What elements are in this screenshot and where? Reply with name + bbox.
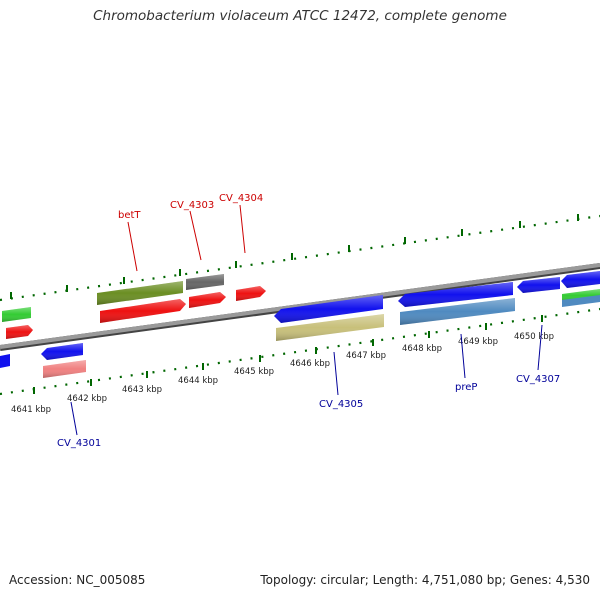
kbp-label-4642: 4642 kbp (67, 394, 107, 404)
gene-bett[interactable] (97, 281, 183, 305)
kbp-label-4646: 4646 kbp (290, 359, 330, 369)
gene-khaki[interactable] (276, 314, 384, 341)
inner-major-ticks (33, 315, 543, 394)
gene-label-cv4305[interactable]: CV_4305 (319, 399, 363, 410)
gene-red-cv4303-strand[interactable] (189, 292, 226, 308)
gene-label-prep[interactable]: preP (455, 382, 477, 393)
gene-blue-left-edge[interactable] (0, 354, 10, 368)
gene-red-bett-strand[interactable] (100, 299, 186, 323)
gene-label-cv4304[interactable]: CV_4304 (219, 193, 263, 204)
kbp-label-4647: 4647 kbp (346, 351, 386, 361)
gene-steelblue[interactable] (400, 298, 515, 325)
gene-label-cv4301[interactable]: CV_4301 (57, 438, 101, 449)
accession-label: Accession: NC_005085 (9, 573, 146, 587)
kbp-label-4650: 4650 kbp (514, 332, 554, 342)
forward-label-leaders (127, 204, 246, 272)
gene-cv4305[interactable] (274, 295, 383, 323)
gene-green-left[interactable] (2, 307, 31, 322)
kbp-label-4641: 4641 kbp (11, 405, 51, 415)
genome-stats-label: Topology: circular; Length: 4,751,080 bp… (260, 573, 590, 587)
gene-label-cv4307[interactable]: CV_4307 (516, 374, 560, 385)
outer-major-ticks (10, 214, 579, 299)
gene-steelblue-right-edge[interactable] (562, 295, 600, 307)
inner-tick-track (0, 307, 600, 396)
outer-tick-track (0, 214, 600, 302)
gene-cv4303[interactable] (186, 274, 224, 290)
gene-blue-right-edge[interactable] (561, 271, 600, 288)
gene-label-cv4303[interactable]: CV_4303 (170, 200, 214, 211)
map-title: Chromobacterium violaceum ATCC 12472, co… (93, 8, 507, 24)
gene-cv4301[interactable] (41, 343, 83, 360)
kbp-label-4649: 4649 kbp (458, 337, 498, 347)
gene-label-bett[interactable]: betT (118, 210, 141, 221)
gene-pink[interactable] (43, 360, 86, 378)
gene-red-left[interactable] (6, 325, 33, 339)
gene-prep[interactable] (398, 282, 513, 307)
kbp-label-4648: 4648 kbp (402, 344, 442, 354)
kbp-label-4645: 4645 kbp (234, 367, 274, 377)
kbp-label-4643: 4643 kbp (122, 385, 162, 395)
reverse-label-leaders (70, 324, 543, 436)
gene-cv4304[interactable] (236, 286, 266, 301)
scale-labels: 4641 kbp 4642 kbp 4643 kbp 4644 kbp 4645… (11, 332, 554, 415)
gene-cv4307[interactable] (517, 277, 560, 293)
kbp-label-4644: 4644 kbp (178, 376, 218, 386)
